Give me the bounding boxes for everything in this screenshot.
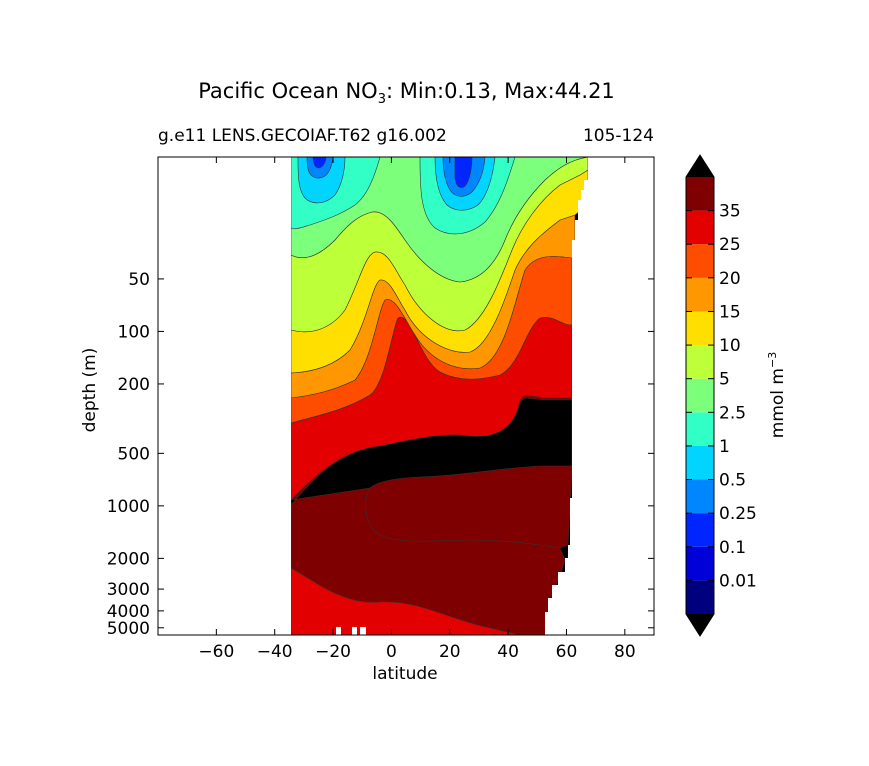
x-axis-label: latitude: [372, 664, 438, 684]
x-axis: −60 −40 −20 0 20 40 60 80: [198, 157, 636, 662]
colorbar-segment: [686, 244, 714, 278]
y-tick-label: 4000: [107, 602, 150, 622]
x-tick-label: 0: [386, 642, 397, 662]
colorbar-tick-label: 0.25: [719, 504, 757, 524]
x-tick-label: 80: [614, 642, 636, 662]
x-tick-label: −20: [315, 642, 351, 662]
colorbar-segment: [686, 546, 714, 581]
land-mask-south: [158, 157, 291, 635]
colorbar-segment: [686, 210, 714, 245]
x-tick-label: 60: [556, 642, 578, 662]
colorbar: 0.01 0.1 0.25 0.5 1 2.5 5 10 15 20 25 35: [685, 154, 757, 637]
colorbar-segment: [686, 445, 714, 480]
colorbar-segment: [686, 479, 714, 514]
y-tick-label: 50: [128, 270, 150, 290]
contour-bands: [158, 157, 654, 635]
colorbar-tick-label: 0.1: [719, 538, 746, 558]
plot-frame: [157, 156, 655, 636]
y-tick-label: 500: [118, 444, 150, 464]
colorbar-tick-label: 35: [719, 202, 741, 222]
colorbar-segment: [686, 177, 714, 211]
colorbar-frame: [685, 154, 715, 637]
colorbar-segment: [686, 412, 714, 446]
chart-subtitle-right: 105-124: [582, 126, 654, 146]
y-tick-label: 5000: [107, 619, 150, 639]
y-tick-label: 2000: [107, 549, 150, 569]
x-tick-label: −40: [257, 642, 293, 662]
land-mask-north: [545, 157, 654, 635]
land-gap: [352, 627, 357, 635]
colorbar-tick-label: 25: [719, 235, 741, 255]
colorbar-tick-label: 1: [719, 437, 730, 457]
colorbar-segment: [686, 345, 714, 379]
colorbar-tick-label: 5: [719, 370, 730, 390]
colorbar-tick-label: 20: [719, 269, 741, 289]
x-tick-label: 20: [439, 642, 461, 662]
colorbar-segment: [686, 311, 714, 346]
colorbar-extend-min: [686, 614, 714, 636]
colorbar-tick-label: 0.5: [719, 471, 746, 491]
colorbar-segment: [686, 378, 714, 413]
colorbar-extend-max: [686, 155, 714, 177]
chart-title: Pacific Ocean NO3: Min:0.13, Max:44.21: [198, 79, 615, 108]
colorbar-tick-label: 0.01: [719, 571, 757, 591]
y-tick-label: 3000: [107, 580, 150, 600]
colorbar-tick-label: 10: [719, 336, 741, 356]
y-tick-label: 1000: [107, 497, 150, 517]
y-tick-label: 100: [118, 322, 150, 342]
x-tick-label: −60: [198, 642, 234, 662]
colorbar-segment: [686, 513, 714, 547]
contour-band-blue-core: [312, 157, 473, 188]
chart-subtitle-left: g.e11 LENS.GECOIAF.T62 g16.002: [158, 126, 447, 146]
colorbar-segment: [686, 277, 714, 312]
colorbar-segment: [686, 580, 714, 614]
land-gap: [360, 627, 366, 635]
x-tick-label: 40: [497, 642, 519, 662]
land-gap: [336, 627, 341, 635]
y-tick-label: 200: [118, 375, 150, 395]
colorbar-tick-label: 15: [719, 302, 741, 322]
colorbar-tick-label: 2.5: [719, 403, 746, 423]
